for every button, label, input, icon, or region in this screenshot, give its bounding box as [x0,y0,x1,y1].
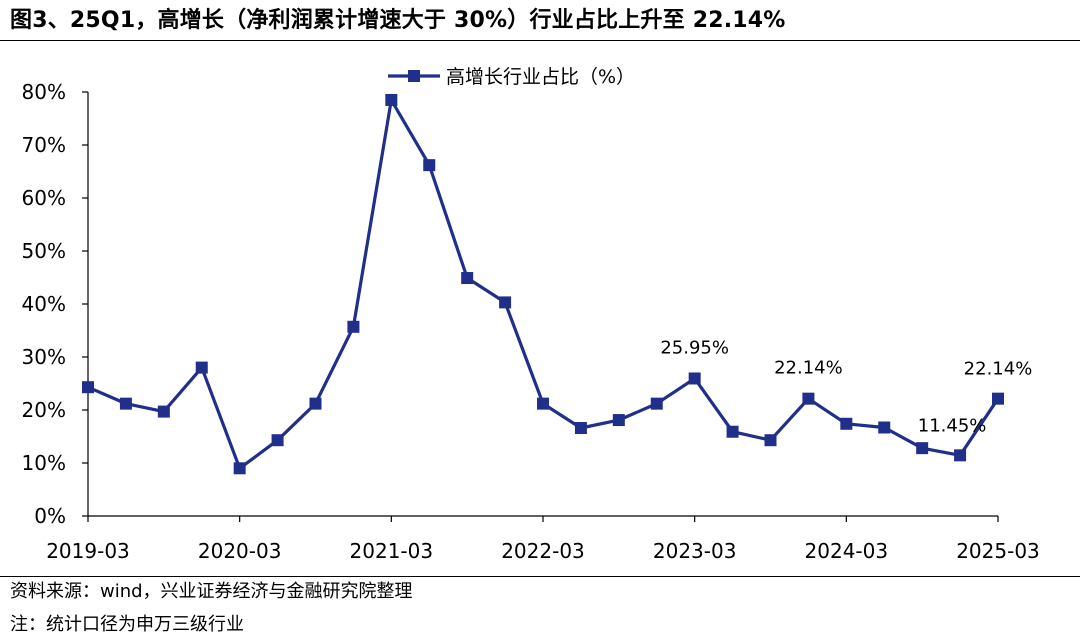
x-tick-label: 2019-03 [46,539,130,563]
data-point [423,159,436,172]
y-tick-label: 60% [22,186,66,210]
y-tick-label: 80% [22,80,66,104]
y-tick-label: 50% [22,239,66,263]
data-label: 22.14% [774,358,843,379]
data-point [954,449,967,462]
x-tick-label: 2025-03 [956,539,1040,563]
data-point [309,397,322,410]
data-point [612,414,625,427]
y-tick-label: 40% [22,292,66,316]
data-point [82,381,94,394]
annotation-group: 25.95% 22.14% 11.45% 22.14% [660,337,1032,436]
data-point [347,320,360,333]
x-tick-label: 2022-03 [501,539,585,563]
data-point [574,422,587,435]
x-tick-label: 2021-03 [350,539,434,563]
bottom-rule [0,576,1080,577]
data-point [271,434,284,447]
y-tick-label: 70% [22,133,66,157]
y-tick-labels: 0% 10% 20% 30% 40% 50% 60% 70% 80% [22,80,66,528]
data-point [802,392,815,405]
y-tick-label: 30% [22,345,66,369]
data-point [157,405,170,418]
data-point [650,397,663,410]
footnote: 注：统计口径为申万三级行业 [10,614,244,635]
data-point [195,361,208,374]
y-tick-label: 10% [22,451,66,475]
series-line [86,98,1000,470]
figure-title: 图3、25Q1，高增长（净利润累计增速大于 30%）行业占比上升至 22.14% [10,8,786,33]
data-point [119,397,132,410]
top-rule [0,40,1080,41]
data-point [537,397,549,410]
data-point [992,392,1004,405]
data-point [764,434,777,447]
data-point [726,425,739,438]
data-point [233,462,246,475]
y-tick-label: 0% [34,504,66,528]
legend-label: 高增长行业占比（%） [446,66,635,88]
series-group [82,93,1004,475]
x-tick-label: 2020-03 [198,539,282,563]
x-tick-label: 2023-03 [653,539,737,563]
legend-marker [408,70,420,82]
legend: 高增长行业占比（%） [388,66,635,88]
y-tick-label: 20% [22,398,66,422]
data-label: 25.95% [660,337,729,358]
data-point [385,93,398,106]
data-point [878,421,891,434]
chart-axes [82,91,999,522]
x-tick-label: 2024-03 [805,539,889,563]
data-label: 22.14% [964,359,1033,380]
source-note: 资料来源：wind，兴业证券经济与金融研究院整理 [10,581,413,602]
data-point [916,442,929,455]
data-point [461,272,474,285]
x-tick-labels: 2019-03 2020-03 2021-03 2022-03 2023-03 2024-… [46,539,1040,563]
data-point [840,417,853,430]
data-label: 11.45% [918,415,987,436]
data-point [688,372,701,385]
data-point [499,296,512,309]
